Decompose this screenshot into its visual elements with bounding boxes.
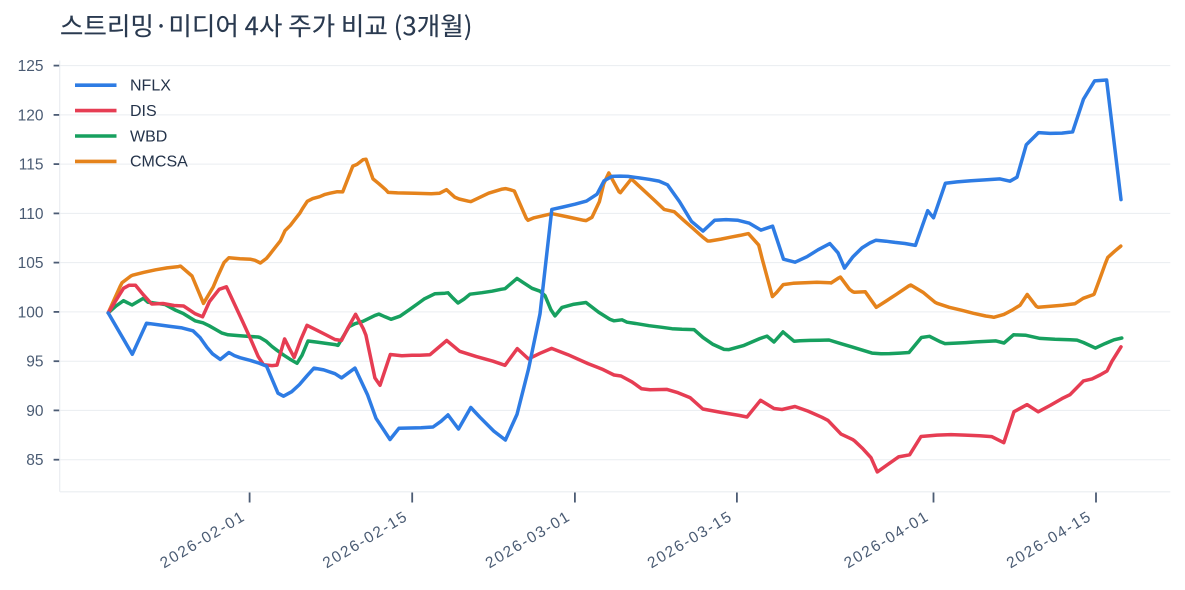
svg-text:90: 90 <box>26 403 44 420</box>
svg-text:95: 95 <box>26 354 43 371</box>
svg-text:105: 105 <box>18 255 44 272</box>
svg-text:125: 125 <box>18 58 44 75</box>
svg-text:DIS: DIS <box>130 103 157 120</box>
svg-text:CMCSA: CMCSA <box>130 154 188 171</box>
svg-text:WBD: WBD <box>130 128 167 145</box>
svg-text:85: 85 <box>26 452 43 469</box>
svg-text:110: 110 <box>19 206 44 223</box>
svg-text:100: 100 <box>18 304 44 321</box>
svg-text:120: 120 <box>18 107 44 124</box>
svg-text:NFLX: NFLX <box>130 78 171 95</box>
svg-text:115: 115 <box>19 157 44 174</box>
